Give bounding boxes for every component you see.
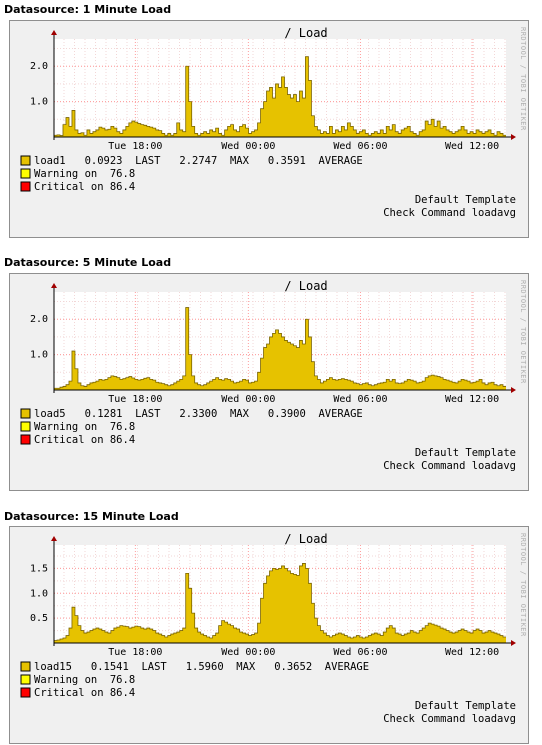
legend-swatch-critical (20, 181, 31, 192)
rrdtool-credit: RRDTOOL / TOBI OETIKER (519, 533, 527, 637)
graph-canvas: / Load Tue 18:00 Wed 00:00 Wed 06:00 Wed 12… (20, 26, 527, 219)
x-tick-label: Wed 06:00 (333, 647, 387, 658)
footer-command: Check Command loadavg (383, 207, 516, 219)
x-tick-label: Wed 06:00 (333, 394, 387, 405)
load-graph: / Load Tue 18:00 Wed 00:00 Wed 06:00 Wed 12… (9, 526, 529, 744)
footer-template: Default Template (415, 700, 516, 712)
y-tick-label: 1.0 (30, 588, 48, 599)
rrdtool-credit: RRDTOOL / TOBI OETIKER (519, 280, 527, 384)
x-tick-label: Wed 00:00 (221, 394, 275, 405)
legend-swatch-warning (20, 674, 31, 685)
footer-command: Check Command loadavg (383, 460, 516, 472)
graph-title: / Load (284, 279, 327, 293)
legend-warning: Warning on 76.8 (34, 421, 135, 433)
series-area (54, 563, 506, 643)
datasource-title: Datasource: 15 Minute Load (4, 510, 179, 523)
graph-canvas: / Load Tue 18:00 Wed 00:00 Wed 06:00 Wed 12… (20, 532, 527, 725)
legend-swatch-warning (20, 421, 31, 432)
x-tick-label: Wed 00:00 (221, 141, 275, 152)
footer-template: Default Template (415, 194, 516, 206)
y-tick-label: 1.0 (30, 97, 48, 108)
y-axis-arrow (51, 30, 57, 35)
legend-swatch-critical (20, 687, 31, 698)
x-axis-arrow (511, 640, 516, 646)
datasource-title: Datasource: 5 Minute Load (4, 256, 172, 269)
x-tick-label: Tue 18:00 (108, 394, 162, 405)
legend-swatch-series (20, 408, 31, 419)
graph-title: / Load (284, 532, 327, 546)
legend-critical: Critical on 86.4 (34, 181, 135, 193)
plot-area: Tue 18:00 Wed 00:00 Wed 06:00 Wed 12:00 1.0 2… (30, 30, 516, 152)
legend-critical: Critical on 86.4 (34, 434, 135, 446)
datasource-title: Datasource: 1 Minute Load (4, 3, 172, 16)
load-graph: / Load Tue 18:00 Wed 00:00 Wed 06:00 Wed 12… (9, 273, 529, 491)
x-tick-label: Wed 00:00 (221, 647, 275, 658)
plot-area: Tue 18:00 Wed 00:00 Wed 06:00 Wed 12:00 1.0 2… (30, 283, 516, 405)
legend-warning: Warning on 76.8 (34, 674, 135, 686)
legend-swatch-critical (20, 434, 31, 445)
legend: load5 0.1281 LAST 2.3300 MAX 0.3900 AVER… (20, 408, 363, 446)
x-axis-arrow (511, 134, 516, 140)
series-line (54, 56, 506, 136)
y-tick-label: 1.0 (30, 350, 48, 361)
graph-title: / Load (284, 26, 327, 40)
legend-critical: Critical on 86.4 (34, 687, 135, 699)
legend-swatch-warning (20, 168, 31, 179)
x-axis-arrow (511, 387, 516, 393)
legend-warning: Warning on 76.8 (34, 168, 135, 180)
legend-swatch-series (20, 661, 31, 672)
footer-template: Default Template (415, 447, 516, 459)
x-tick-label: Tue 18:00 (108, 141, 162, 152)
series-area (54, 56, 506, 137)
footer-command: Check Command loadavg (383, 713, 516, 725)
x-tick-label: Wed 06:00 (333, 141, 387, 152)
graph-canvas: / Load Tue 18:00 Wed 00:00 Wed 06:00 Wed 12… (20, 279, 527, 472)
x-tick-label: Wed 12:00 (445, 394, 499, 405)
rrdtool-credit: RRDTOOL / TOBI OETIKER (519, 27, 527, 131)
legend-series: load5 0.1281 LAST 2.3300 MAX 0.3900 AVER… (34, 408, 363, 420)
legend: load1 0.0923 LAST 2.2747 MAX 0.3591 AVER… (20, 155, 363, 193)
x-tick-label: Wed 12:00 (445, 647, 499, 658)
load-graph: / Load Tue 18:00 Wed 00:00 Wed 06:00 Wed 12… (9, 20, 529, 238)
y-axis-arrow (51, 536, 57, 541)
legend: load15 0.1541 LAST 1.5960 MAX 0.3652 AVE… (20, 661, 369, 699)
series-area (54, 307, 506, 390)
x-tick-label: Tue 18:00 (108, 647, 162, 658)
y-tick-label: 1.5 (30, 563, 48, 574)
y-tick-label: 2.0 (30, 61, 48, 72)
legend-series: load1 0.0923 LAST 2.2747 MAX 0.3591 AVER… (34, 155, 363, 167)
series-line (54, 563, 506, 641)
y-tick-label: 0.5 (30, 613, 48, 624)
legend-swatch-series (20, 155, 31, 166)
y-tick-label: 2.0 (30, 314, 48, 325)
plot-area: Tue 18:00 Wed 00:00 Wed 06:00 Wed 12:00 0.5 1… (30, 536, 516, 658)
legend-series: load15 0.1541 LAST 1.5960 MAX 0.3652 AVE… (34, 661, 369, 673)
series-line (54, 307, 506, 389)
x-tick-label: Wed 12:00 (445, 141, 499, 152)
y-axis-arrow (51, 283, 57, 288)
